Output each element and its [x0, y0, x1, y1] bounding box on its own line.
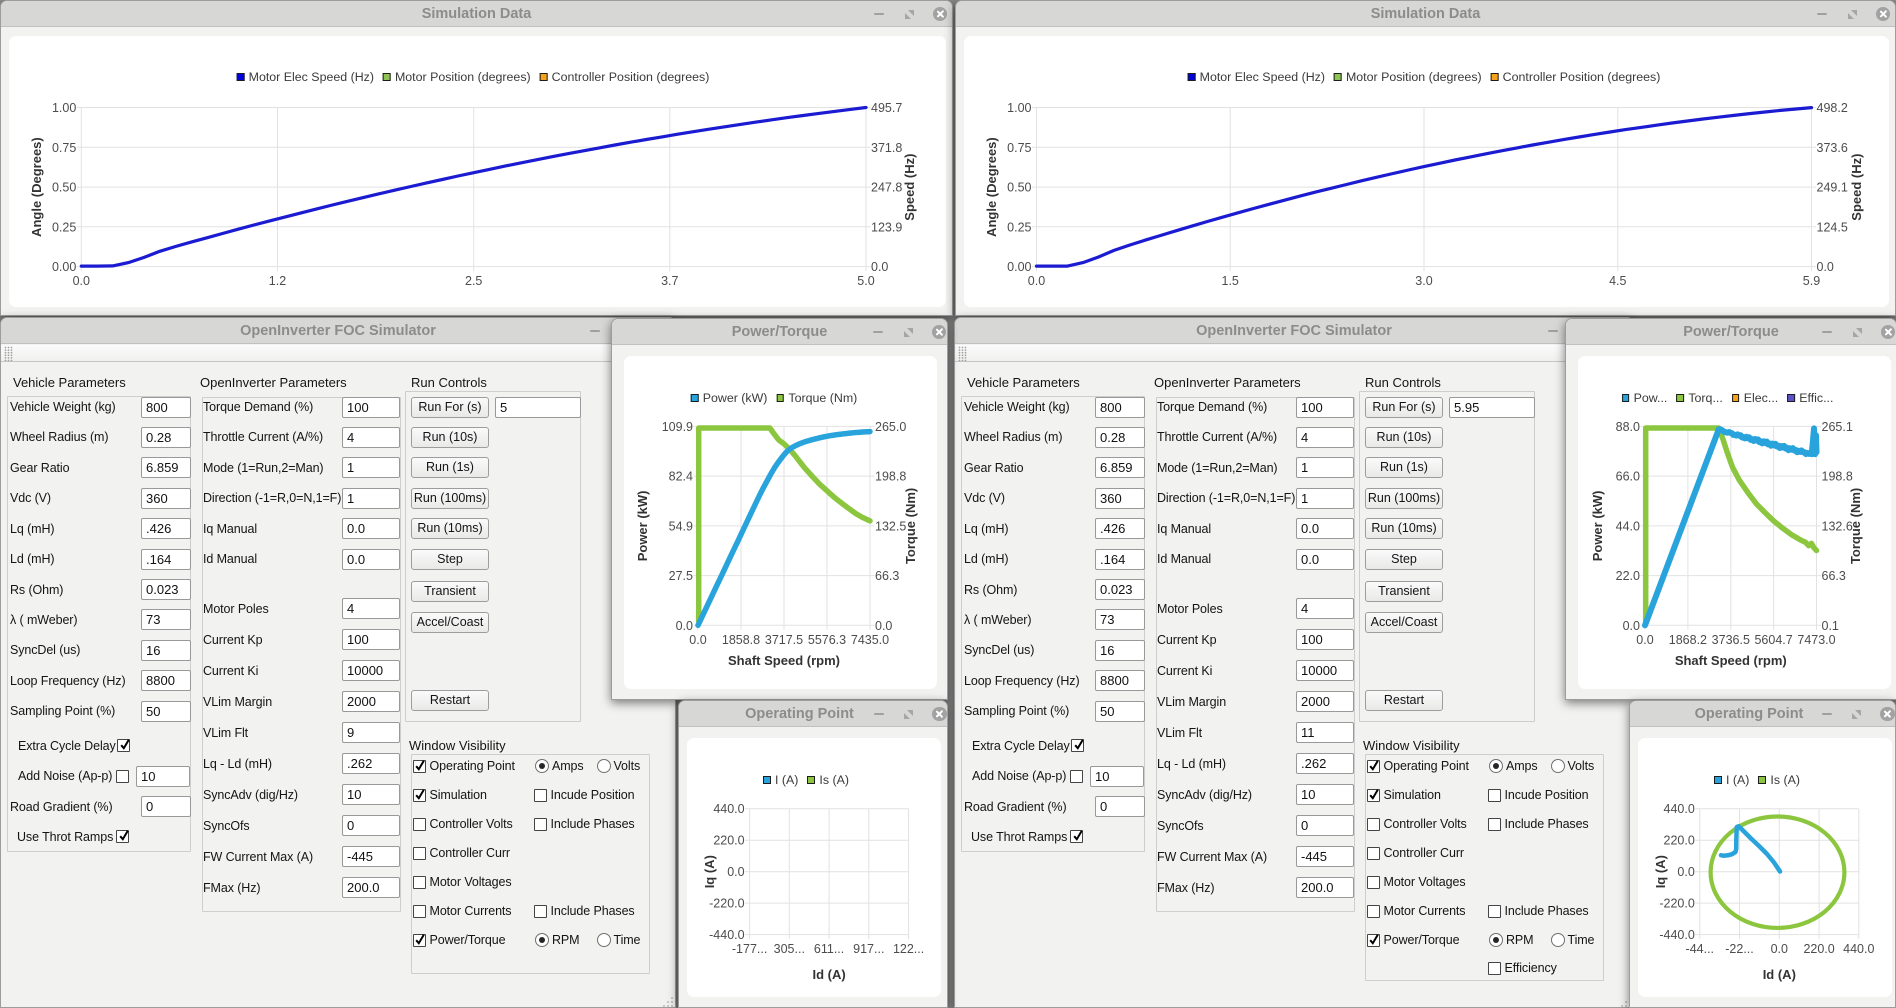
svg-text:Shaft Speed (rpm): Shaft Speed (rpm) — [1675, 653, 1787, 668]
svg-text:Speed (Hz): Speed (Hz) — [902, 154, 917, 221]
svg-text:0.50: 0.50 — [52, 181, 76, 195]
svg-text:123.9: 123.9 — [871, 220, 902, 234]
svg-text:54.9: 54.9 — [669, 519, 693, 533]
svg-text:305...: 305... — [774, 942, 805, 956]
svg-text:1.00: 1.00 — [52, 101, 76, 115]
svg-text:66.3: 66.3 — [1822, 569, 1846, 583]
svg-text:Id (A): Id (A) — [1763, 967, 1796, 982]
svg-text:265.0: 265.0 — [875, 420, 906, 434]
svg-text:Id (A): Id (A) — [812, 967, 845, 982]
svg-text:440.0: 440.0 — [713, 802, 744, 816]
svg-text:-220.0: -220.0 — [1659, 897, 1694, 911]
svg-text:22.0: 22.0 — [1616, 569, 1640, 583]
svg-text:1.5: 1.5 — [1222, 274, 1239, 288]
svg-text:27.5: 27.5 — [669, 569, 693, 583]
svg-text:0.0: 0.0 — [1677, 865, 1694, 879]
svg-text:5.0: 5.0 — [857, 274, 874, 288]
svg-text:5604.7: 5604.7 — [1754, 633, 1792, 647]
svg-text:249.1: 249.1 — [1817, 181, 1848, 195]
svg-text:66.3: 66.3 — [875, 569, 899, 583]
svg-text:4.5: 4.5 — [1609, 274, 1626, 288]
svg-text:Angle (Degrees): Angle (Degrees) — [29, 137, 44, 237]
svg-text:0.25: 0.25 — [1007, 220, 1031, 234]
svg-text:-440.0: -440.0 — [1659, 928, 1694, 942]
svg-text:198.8: 198.8 — [1822, 470, 1853, 484]
svg-text:440.0: 440.0 — [1843, 942, 1874, 956]
svg-text:1.2: 1.2 — [269, 274, 286, 288]
svg-text:88.0: 88.0 — [1616, 420, 1640, 434]
svg-text:0.0: 0.0 — [1817, 260, 1834, 274]
svg-text:498.2: 498.2 — [1817, 101, 1848, 115]
svg-text:0.0: 0.0 — [1623, 619, 1640, 633]
svg-text:611...: 611... — [814, 942, 844, 956]
svg-text:66.0: 66.0 — [1616, 470, 1640, 484]
svg-text:495.7: 495.7 — [871, 101, 902, 115]
svg-text:0.25: 0.25 — [52, 220, 76, 234]
svg-text:440.0: 440.0 — [1664, 802, 1695, 816]
svg-text:124.5: 124.5 — [1817, 220, 1848, 234]
svg-text:Torque (Nm): Torque (Nm) — [903, 488, 918, 564]
svg-text:220.0: 220.0 — [1803, 942, 1834, 956]
svg-text:0.0: 0.0 — [871, 260, 888, 274]
svg-text:Iq (A): Iq (A) — [702, 855, 717, 888]
svg-text:44.0: 44.0 — [1616, 519, 1640, 533]
svg-text:Power (kW): Power (kW) — [1590, 491, 1605, 562]
svg-text:3.7: 3.7 — [661, 274, 678, 288]
svg-text:220.0: 220.0 — [1664, 834, 1695, 848]
svg-text:247.8: 247.8 — [871, 181, 902, 195]
svg-text:0.0: 0.0 — [73, 274, 90, 288]
svg-text:0.0: 0.0 — [1771, 942, 1788, 956]
svg-text:0.00: 0.00 — [52, 260, 76, 274]
svg-text:0.50: 0.50 — [1007, 181, 1031, 195]
svg-text:220.0: 220.0 — [713, 834, 744, 848]
svg-text:132.5: 132.5 — [875, 519, 906, 533]
svg-text:0.00: 0.00 — [1007, 260, 1031, 274]
svg-text:1.00: 1.00 — [1007, 101, 1031, 115]
svg-text:-177...: -177... — [732, 942, 767, 956]
svg-text:-220.0: -220.0 — [709, 897, 744, 911]
svg-text:-44...: -44... — [1686, 942, 1715, 956]
svg-text:5576.3: 5576.3 — [808, 633, 846, 647]
svg-text:Power (kW): Power (kW) — [635, 491, 650, 562]
svg-text:3717.5: 3717.5 — [765, 633, 803, 647]
svg-text:0.75: 0.75 — [1007, 141, 1031, 155]
svg-text:198.8: 198.8 — [875, 470, 906, 484]
svg-text:0.0: 0.0 — [1636, 633, 1653, 647]
svg-text:1868.2: 1868.2 — [1669, 633, 1707, 647]
svg-text:0.75: 0.75 — [52, 141, 76, 155]
svg-text:0.0: 0.0 — [676, 619, 693, 633]
svg-text:0.0: 0.0 — [727, 865, 744, 879]
svg-text:Torque (Nm): Torque (Nm) — [1848, 488, 1863, 564]
svg-text:132.6: 132.6 — [1822, 519, 1853, 533]
svg-text:3736.5: 3736.5 — [1712, 633, 1750, 647]
svg-text:5.9: 5.9 — [1803, 274, 1820, 288]
svg-text:373.6: 373.6 — [1817, 141, 1848, 155]
svg-text:2.5: 2.5 — [465, 274, 482, 288]
svg-text:0.1: 0.1 — [1822, 619, 1839, 633]
svg-text:Shaft Speed (rpm): Shaft Speed (rpm) — [728, 653, 840, 668]
svg-text:3.0: 3.0 — [1415, 274, 1432, 288]
svg-text:122...: 122... — [893, 942, 924, 956]
svg-text:265.1: 265.1 — [1822, 420, 1853, 434]
svg-text:7473.0: 7473.0 — [1797, 633, 1835, 647]
svg-text:82.4: 82.4 — [669, 470, 693, 484]
svg-text:Iq (A): Iq (A) — [1653, 855, 1668, 888]
svg-text:-22...: -22... — [1725, 942, 1754, 956]
svg-text:0.0: 0.0 — [1028, 274, 1045, 288]
svg-text:Speed (Hz): Speed (Hz) — [1849, 154, 1864, 221]
svg-text:917...: 917... — [853, 942, 884, 956]
svg-text:-440.0: -440.0 — [709, 928, 744, 942]
svg-text:109.9: 109.9 — [662, 420, 693, 434]
svg-text:7435.0: 7435.0 — [851, 633, 889, 647]
svg-text:1858.8: 1858.8 — [722, 633, 760, 647]
svg-text:371.8: 371.8 — [871, 141, 902, 155]
svg-text:0.0: 0.0 — [689, 633, 706, 647]
svg-text:Angle (Degrees): Angle (Degrees) — [984, 137, 999, 237]
svg-text:0.0: 0.0 — [875, 619, 892, 633]
